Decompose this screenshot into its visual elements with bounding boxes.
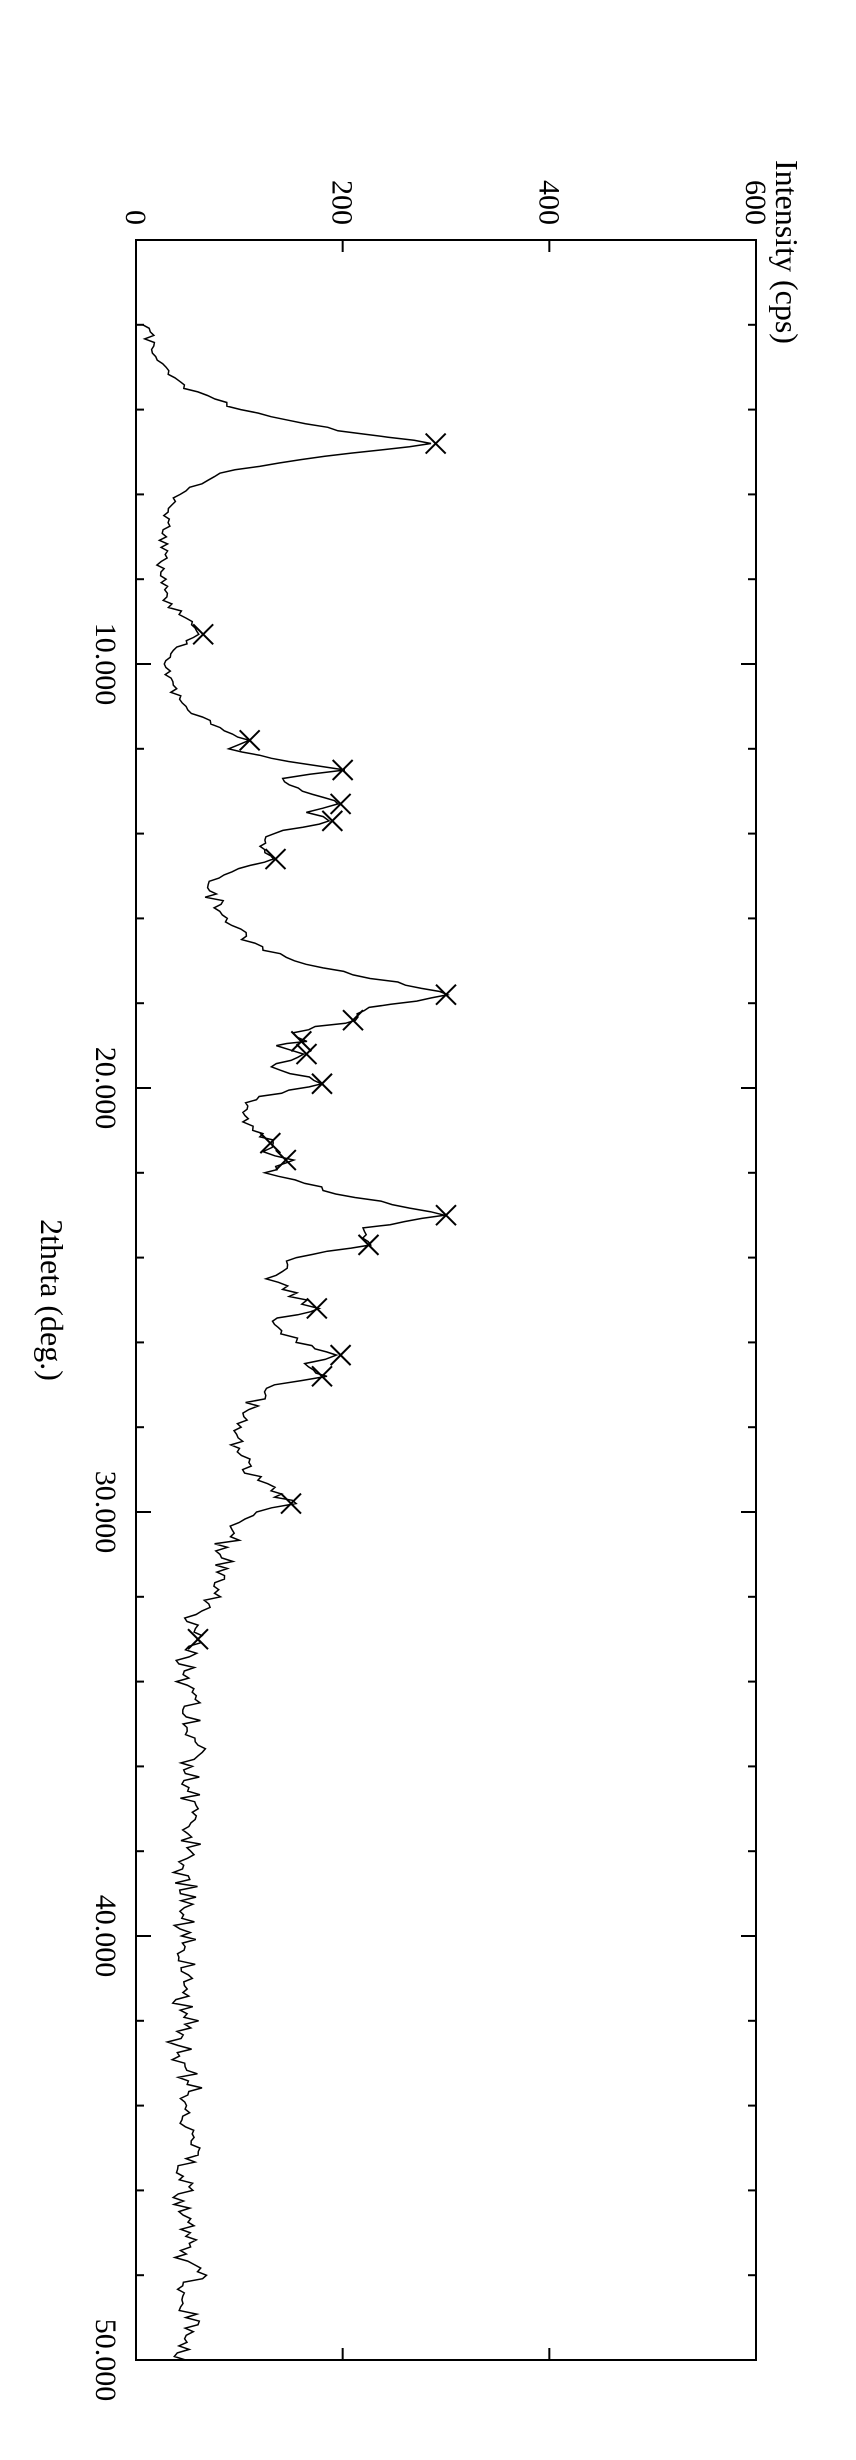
- peak-marker: [331, 1345, 351, 1365]
- peak-marker: [260, 1133, 280, 1153]
- x-axis-minor-ticks: [136, 325, 756, 2275]
- spectrum-line: [143, 325, 448, 2360]
- peak-marker: [240, 730, 260, 750]
- x-tick-label: 20.000: [89, 1047, 122, 1130]
- x-tick-label: 10.000: [89, 623, 122, 706]
- y-tick-label: 0: [119, 210, 152, 225]
- peak-markers: [188, 434, 456, 1650]
- x-tick-label: 50.000: [89, 2319, 122, 2402]
- peak-marker: [436, 1205, 456, 1225]
- x-tick-label: 40.000: [89, 1895, 122, 1978]
- xrd-spectrum-chart: Intensity (cps) 2theta (deg.) 0 200 400 600…: [0, 0, 856, 2460]
- peak-marker: [312, 1366, 332, 1386]
- plot-border: [136, 240, 756, 2360]
- peak-marker: [343, 1010, 363, 1030]
- x-axis-ticks: 10.000 20.000 30.000 40.000 50.000: [89, 623, 756, 2402]
- peak-marker: [312, 1074, 332, 1094]
- peak-marker: [333, 760, 353, 780]
- x-axis-label: 2theta (deg.): [34, 1219, 70, 1381]
- peak-marker: [436, 985, 456, 1005]
- peak-marker: [281, 1494, 301, 1514]
- peak-marker: [188, 1629, 208, 1649]
- peak-marker: [331, 794, 351, 814]
- peak-marker: [266, 849, 286, 869]
- peak-marker: [307, 1298, 327, 1318]
- y-tick-label: 400: [532, 180, 565, 225]
- y-tick-label: 200: [326, 180, 359, 225]
- peak-marker: [359, 1235, 379, 1255]
- y-tick-label: 600: [739, 180, 772, 225]
- peak-marker: [193, 624, 213, 644]
- y-axis-ticks: 0 200 400 600: [119, 180, 772, 2360]
- x-tick-label: 30.000: [89, 1471, 122, 1554]
- y-axis-label: Intensity (cps): [769, 160, 805, 344]
- peak-marker: [322, 811, 342, 831]
